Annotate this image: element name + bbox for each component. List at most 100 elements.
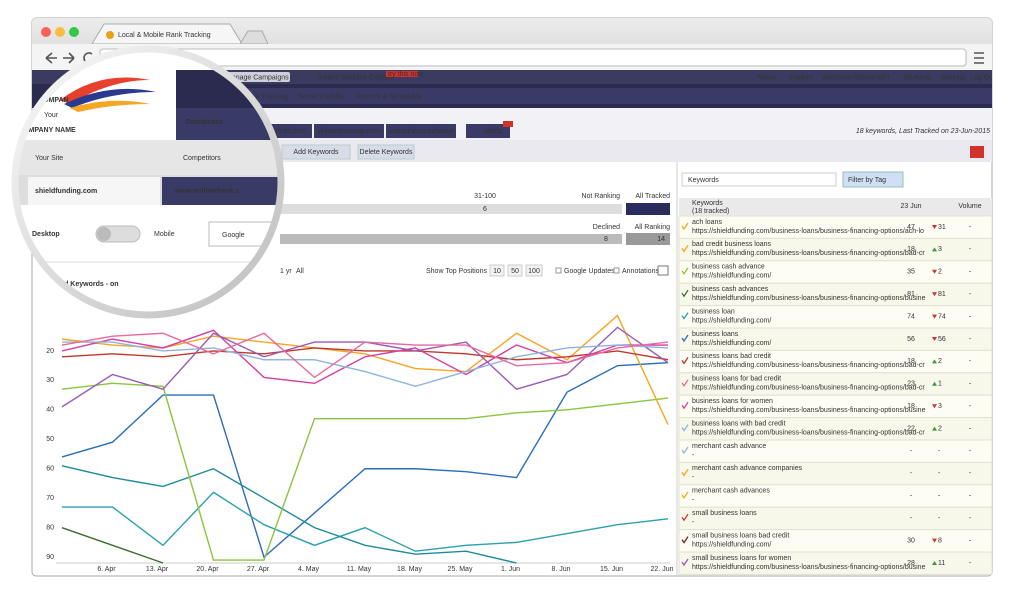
- top-link[interactable]: All Alerts: [904, 74, 932, 81]
- series-line: [62, 341, 669, 387]
- subnav-link[interactable]: Reports & Schedules: [356, 93, 422, 100]
- google-box[interactable]: [208, 221, 299, 247]
- domain-name[interactable]: biz2credit.com: [261, 128, 306, 135]
- top-link[interactable]: Settings: [940, 74, 966, 81]
- rank: 30: [907, 537, 915, 544]
- mobile[interactable]: Mobile: [154, 231, 175, 238]
- change: 74: [938, 313, 946, 320]
- top-link[interactable]: News: [758, 74, 776, 81]
- top-link[interactable]: Log Out: [970, 74, 995, 81]
- top-link[interactable]: API: [878, 74, 889, 81]
- check: [681, 558, 689, 567]
- check: [681, 491, 689, 499]
- rank: 35: [907, 269, 915, 276]
- volume: -: [969, 493, 972, 500]
- domain-name[interactable]: yellowstonecap.com: [317, 128, 380, 135]
- alerts-tab[interactable]: [466, 124, 510, 138]
- position-btn[interactable]: [525, 264, 543, 277]
- check: [681, 513, 689, 522]
- button[interactable]: [357, 144, 415, 160]
- heading: All Tracked Keywords - on: [31, 281, 119, 288]
- subnav-link[interactable]: Social Visibility: [298, 93, 345, 100]
- range[interactable]: 1 yr: [280, 268, 292, 275]
- button-label[interactable]: Delete Keywords: [360, 149, 413, 156]
- change: 81: [938, 291, 946, 298]
- domain-name[interactable]: ezbusinesscashadva: [389, 128, 454, 135]
- url-bar[interactable]: [99, 48, 967, 67]
- subnav-link[interactable]: Rank Tracking: [243, 93, 288, 100]
- position[interactable]: 10: [493, 268, 501, 275]
- rank: 81: [907, 291, 915, 298]
- manage-btn[interactable]: [222, 72, 290, 82]
- button[interactable]: [281, 144, 351, 160]
- logo-top: COMPAN: [38, 97, 69, 104]
- keyword: business loans bad credit: [692, 353, 771, 360]
- url: https://shieldfunding.com/business-loans…: [692, 295, 926, 302]
- check: [681, 536, 689, 544]
- site[interactable]: shieldfunding.com: [35, 188, 97, 195]
- nav-arrows[interactable]: [45, 52, 75, 64]
- check: [681, 222, 689, 231]
- top-link[interactable]: Support: [788, 74, 813, 81]
- button-label[interactable]: Add Keywords: [293, 149, 339, 156]
- tab-title: Local & Mobile Rank Tracking: [118, 32, 211, 39]
- stat-label: All Tracked: [635, 193, 670, 200]
- window-button[interactable]: [55, 27, 65, 37]
- google[interactable]: Google: [222, 232, 245, 239]
- desktop[interactable]: Desktop: [32, 231, 60, 238]
- site-tab[interactable]: [28, 177, 160, 205]
- position-btn[interactable]: [507, 264, 523, 277]
- change: -: [938, 515, 941, 522]
- stat-total: 18: [657, 206, 665, 213]
- position[interactable]: 50: [511, 268, 519, 275]
- pdf-icon[interactable]: [970, 146, 984, 158]
- position[interactable]: 100: [528, 268, 540, 275]
- filter-btn[interactable]: [842, 171, 904, 188]
- header-tracked: (18 tracked): [692, 208, 729, 215]
- logo-swoosh: [60, 77, 150, 104]
- x-tick-label: 8. Jun: [551, 566, 570, 573]
- url: https://shieldfunding.com/: [692, 340, 771, 347]
- range[interactable]: All: [296, 268, 304, 275]
- window-button[interactable]: [69, 27, 79, 37]
- badge: try this now: [388, 71, 424, 78]
- your-site: Your Site: [35, 155, 63, 162]
- backlink-explorer[interactable]: Instant Backlink Explorer: [318, 74, 396, 81]
- keyword: small business loans for women: [692, 555, 791, 562]
- search-box[interactable]: [681, 172, 837, 187]
- trend-arrow: [932, 561, 937, 565]
- annotation-icon[interactable]: [657, 265, 669, 276]
- domain-tab[interactable]: [314, 124, 384, 138]
- competitor-tab[interactable]: [162, 177, 302, 205]
- filter[interactable]: Filter by Tag: [848, 177, 886, 184]
- window-button[interactable]: [41, 27, 51, 37]
- keyword: merchant cash advance: [692, 443, 766, 450]
- stat-total: 14: [657, 236, 665, 243]
- check: [681, 424, 689, 432]
- x-tick-label: 22. Jun: [651, 566, 674, 573]
- volume: -: [969, 515, 972, 522]
- trend-arrow: [932, 426, 937, 431]
- top-link[interactable]: Welcome Razvan: [822, 74, 877, 81]
- menu[interactable]: [974, 52, 984, 64]
- series-line: [61, 361, 669, 559]
- y-tick-label: 90: [46, 554, 54, 561]
- competitor[interactable]: www.onlinecheck.c: [174, 188, 239, 195]
- google-updates: Google Updates: [564, 268, 615, 275]
- domain-tab[interactable]: [386, 124, 456, 138]
- series-line: [61, 382, 669, 561]
- volume: -: [969, 313, 972, 320]
- change: 2: [938, 425, 942, 432]
- url: -: [692, 452, 695, 459]
- manage-campaigns[interactable]: Manage Campaigns: [226, 74, 289, 81]
- alerts-badge: [503, 121, 513, 127]
- url: https://shieldfunding.com/business-loans…: [692, 429, 925, 436]
- alerts[interactable]: Alerts: [484, 128, 502, 135]
- position-btn[interactable]: [489, 264, 505, 277]
- checkbox[interactable]: [613, 267, 620, 274]
- table-header: [679, 198, 992, 216]
- checkbox[interactable]: [555, 267, 562, 274]
- total-box: [626, 233, 670, 245]
- search-placeholder: Keywords: [688, 177, 719, 184]
